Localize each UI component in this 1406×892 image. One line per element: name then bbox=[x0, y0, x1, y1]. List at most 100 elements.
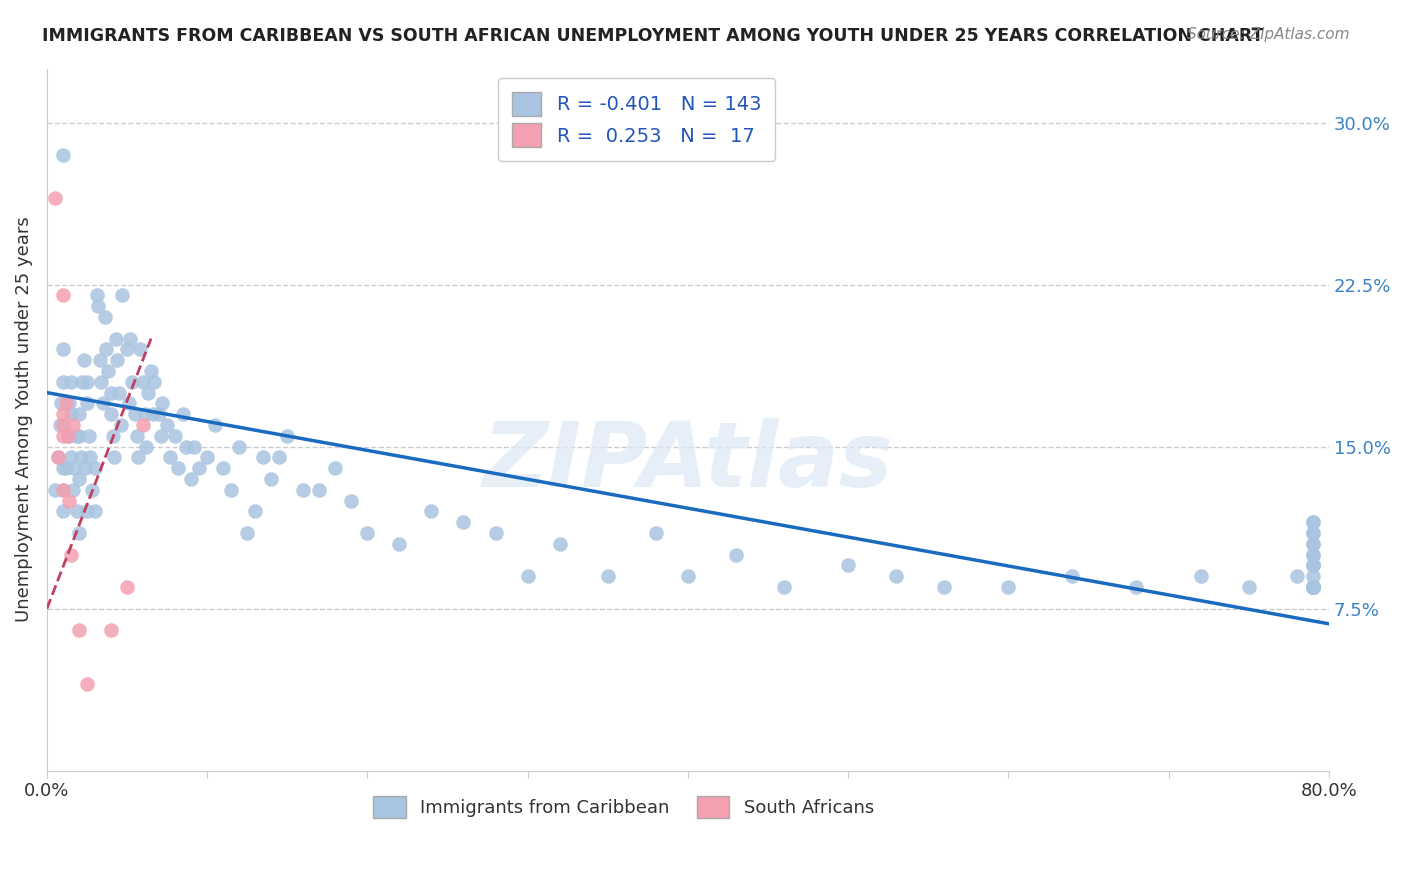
Point bbox=[55, 396, 77, 410]
Point bbox=[1302, 580, 1324, 594]
Point bbox=[1302, 558, 1324, 573]
Point bbox=[1302, 580, 1324, 594]
Point bbox=[76, 504, 98, 518]
Point bbox=[59, 548, 82, 562]
Point bbox=[96, 343, 118, 357]
Point bbox=[676, 569, 699, 583]
Point bbox=[73, 353, 96, 368]
Point bbox=[59, 375, 82, 389]
Point bbox=[1302, 548, 1324, 562]
Point bbox=[89, 353, 111, 368]
Point bbox=[67, 407, 90, 421]
Point bbox=[84, 504, 107, 518]
Point bbox=[773, 580, 796, 594]
Point bbox=[1189, 569, 1212, 583]
Point bbox=[236, 526, 259, 541]
Point bbox=[58, 396, 80, 410]
Point bbox=[245, 504, 267, 518]
Point bbox=[115, 580, 138, 594]
Point bbox=[48, 417, 70, 432]
Point bbox=[101, 429, 124, 443]
Point bbox=[103, 450, 125, 465]
Point bbox=[63, 461, 86, 475]
Point bbox=[52, 429, 75, 443]
Point bbox=[62, 483, 84, 497]
Point bbox=[195, 450, 218, 465]
Point bbox=[76, 677, 98, 691]
Point bbox=[44, 191, 66, 205]
Point bbox=[276, 429, 298, 443]
Point bbox=[77, 429, 100, 443]
Point bbox=[934, 580, 956, 594]
Point bbox=[66, 504, 89, 518]
Point bbox=[65, 429, 87, 443]
Point bbox=[156, 417, 179, 432]
Point bbox=[139, 364, 162, 378]
Point bbox=[1062, 569, 1084, 583]
Point bbox=[1302, 526, 1324, 541]
Point bbox=[340, 493, 363, 508]
Point bbox=[1302, 515, 1324, 529]
Point bbox=[724, 548, 747, 562]
Point bbox=[56, 429, 79, 443]
Point bbox=[183, 440, 205, 454]
Point bbox=[91, 396, 114, 410]
Point bbox=[128, 343, 150, 357]
Point bbox=[837, 558, 859, 573]
Point bbox=[1302, 580, 1324, 594]
Point bbox=[100, 385, 122, 400]
Point bbox=[105, 353, 128, 368]
Point bbox=[52, 288, 75, 302]
Point bbox=[453, 515, 475, 529]
Point bbox=[1302, 569, 1324, 583]
Point bbox=[124, 407, 146, 421]
Point bbox=[997, 580, 1019, 594]
Point bbox=[180, 472, 202, 486]
Text: IMMIGRANTS FROM CARIBBEAN VS SOUTH AFRICAN UNEMPLOYMENT AMONG YOUTH UNDER 25 YEA: IMMIGRANTS FROM CARIBBEAN VS SOUTH AFRIC… bbox=[42, 27, 1264, 45]
Text: Source: ZipAtlas.com: Source: ZipAtlas.com bbox=[1187, 27, 1350, 42]
Point bbox=[1302, 558, 1324, 573]
Point bbox=[127, 450, 149, 465]
Point bbox=[292, 483, 315, 497]
Point bbox=[1302, 526, 1324, 541]
Point bbox=[67, 526, 90, 541]
Point bbox=[1302, 580, 1324, 594]
Point bbox=[172, 407, 194, 421]
Point bbox=[80, 483, 103, 497]
Point bbox=[51, 396, 73, 410]
Point bbox=[388, 537, 411, 551]
Point bbox=[1302, 515, 1324, 529]
Point bbox=[52, 148, 75, 162]
Point bbox=[1302, 580, 1324, 594]
Point bbox=[1302, 580, 1324, 594]
Point bbox=[134, 407, 156, 421]
Point bbox=[69, 450, 91, 465]
Point bbox=[596, 569, 619, 583]
Point bbox=[1237, 580, 1260, 594]
Point bbox=[150, 396, 173, 410]
Point bbox=[167, 461, 190, 475]
Point bbox=[252, 450, 274, 465]
Point bbox=[484, 526, 506, 541]
Point bbox=[120, 332, 142, 346]
Point bbox=[149, 429, 172, 443]
Point bbox=[1302, 558, 1324, 573]
Point bbox=[104, 332, 127, 346]
Point bbox=[46, 450, 69, 465]
Point bbox=[1302, 580, 1324, 594]
Point bbox=[219, 483, 242, 497]
Point bbox=[111, 288, 134, 302]
Point bbox=[121, 375, 143, 389]
Y-axis label: Unemployment Among Youth under 25 years: Unemployment Among Youth under 25 years bbox=[15, 217, 32, 623]
Point bbox=[132, 375, 155, 389]
Point bbox=[212, 461, 235, 475]
Point bbox=[62, 417, 84, 432]
Point bbox=[884, 569, 907, 583]
Point bbox=[46, 450, 69, 465]
Point bbox=[90, 375, 112, 389]
Point bbox=[44, 483, 66, 497]
Point bbox=[52, 375, 75, 389]
Point bbox=[260, 472, 283, 486]
Point bbox=[52, 417, 75, 432]
Point bbox=[135, 440, 157, 454]
